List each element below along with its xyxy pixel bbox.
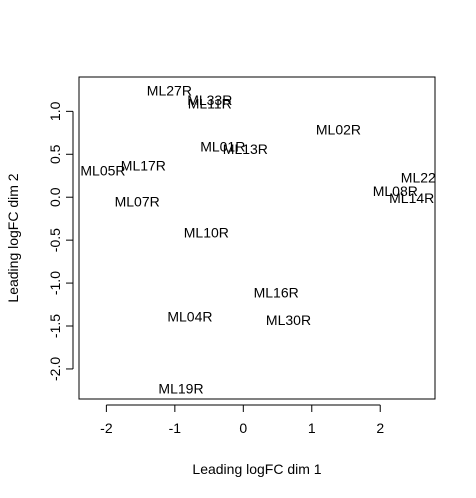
x-tick-label: 0 — [239, 420, 247, 436]
y-axis-title: Leading logFC dim 2 — [5, 173, 21, 302]
point-label: ML04R — [167, 309, 212, 325]
y-tick-label: 0.5 — [47, 144, 63, 164]
y-axis: -2.0 -1.5 -1.0 -0.5 0.0 0.5 1.0 — [47, 101, 74, 381]
y-tick-label: -1.5 — [47, 314, 63, 338]
x-axis-title: Leading logFC dim 1 — [192, 461, 321, 477]
point-label: ML22R — [401, 169, 446, 185]
point-label: ML07R — [115, 194, 160, 210]
point-label: ML05R — [80, 163, 125, 179]
y-tick-label: -1.0 — [47, 271, 63, 295]
x-tick-label: -2 — [100, 420, 113, 436]
x-tick-label: 1 — [308, 420, 316, 436]
x-axis: -2 -1 0 1 2 — [100, 404, 384, 436]
y-tick-label: 1.0 — [47, 101, 63, 121]
point-label: ML13R — [223, 141, 268, 157]
x-tick-label: -1 — [169, 420, 182, 436]
point-label: ML01R — [200, 139, 245, 155]
point-label: ML27R — [147, 83, 192, 99]
point-label: ML16R — [254, 285, 299, 301]
x-tick-label: 2 — [376, 420, 384, 436]
point-label: ML17R — [121, 157, 166, 173]
point-label: ML10R — [184, 224, 229, 240]
point-label: ML19R — [158, 381, 203, 397]
plot-frame — [78, 76, 436, 400]
y-tick-label: -2.0 — [47, 357, 63, 381]
point-label: ML11R — [188, 96, 232, 112]
point-label: ML30R — [266, 312, 311, 328]
point-label: ML33R — [187, 92, 232, 108]
y-tick-label: 0.0 — [47, 187, 63, 207]
point-label: ML14R — [389, 190, 434, 206]
point-label: ML02R — [316, 121, 361, 137]
y-tick-label: -0.5 — [47, 228, 63, 252]
point-label: ML08R — [373, 183, 418, 199]
